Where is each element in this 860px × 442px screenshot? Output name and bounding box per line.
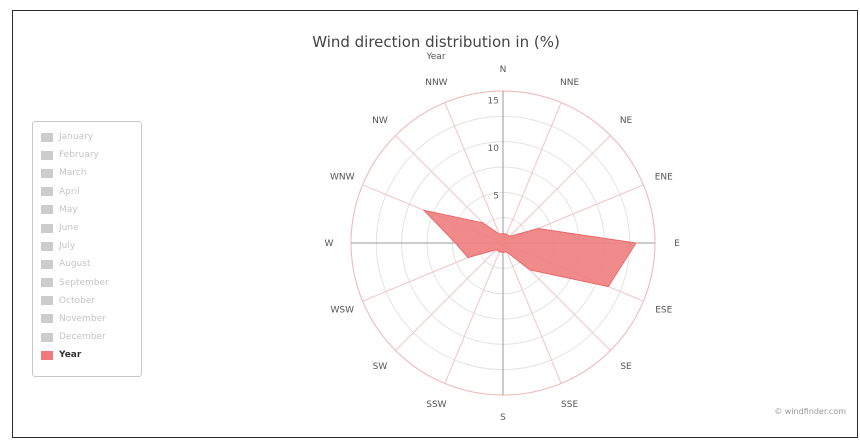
legend-label: September bbox=[59, 277, 109, 288]
legend-item-year[interactable]: Year bbox=[41, 346, 141, 364]
legend-item-november[interactable]: November bbox=[41, 310, 141, 328]
legend-swatch bbox=[41, 350, 53, 360]
legend-swatch bbox=[41, 150, 53, 160]
direction-label-nnw: NNW bbox=[425, 78, 447, 88]
direction-label-ssw: SSW bbox=[426, 400, 446, 410]
direction-label-nw: NW bbox=[372, 116, 388, 126]
legend-item-september[interactable]: September bbox=[41, 274, 141, 292]
spoke-line bbox=[502, 102, 562, 244]
radial-tick-label: 5 bbox=[493, 192, 499, 202]
legend-swatch bbox=[41, 278, 53, 288]
legend-item-march[interactable]: March bbox=[41, 164, 141, 182]
legend-label: May bbox=[59, 204, 78, 215]
legend-item-april[interactable]: April bbox=[41, 183, 141, 201]
chart-title: Wind direction distribution in (%) bbox=[312, 33, 560, 51]
direction-label-se: SE bbox=[620, 362, 632, 372]
legend-label: August bbox=[59, 259, 91, 270]
direction-label-ne: NE bbox=[620, 116, 633, 126]
legend-label: October bbox=[59, 295, 96, 306]
spoke-line bbox=[502, 135, 611, 244]
legend-label: December bbox=[59, 332, 106, 343]
legend-label: June bbox=[59, 223, 79, 234]
legend-swatch bbox=[41, 187, 53, 197]
legend-label: April bbox=[59, 186, 80, 197]
legend-swatch bbox=[41, 205, 53, 215]
legend-label: March bbox=[59, 168, 87, 179]
legend-item-october[interactable]: October bbox=[41, 292, 141, 310]
legend-swatch bbox=[41, 259, 53, 269]
spoke-line bbox=[395, 242, 504, 351]
direction-label-sse: SSE bbox=[561, 400, 578, 410]
direction-label-ene: ENE bbox=[655, 172, 673, 182]
direction-label-nne: NNE bbox=[560, 78, 579, 88]
direction-label-s: S bbox=[500, 413, 506, 423]
chart-subtitle: Year bbox=[426, 52, 446, 62]
spoke-line bbox=[502, 242, 562, 384]
direction-label-wsw: WSW bbox=[330, 306, 354, 316]
direction-label-w: W bbox=[325, 239, 334, 249]
legend-swatch bbox=[41, 296, 53, 306]
spoke-line bbox=[444, 102, 504, 244]
credit-text: © windfinder.com bbox=[774, 407, 846, 416]
series-year-area bbox=[422, 209, 637, 288]
legend-label: February bbox=[59, 150, 99, 161]
direction-label-wnw: WNW bbox=[330, 172, 355, 182]
direction-label-n: N bbox=[500, 65, 507, 75]
legend-swatch bbox=[41, 332, 53, 342]
legend-item-june[interactable]: June bbox=[41, 219, 141, 237]
radial-tick-label: 15 bbox=[488, 97, 499, 107]
legend-swatch bbox=[41, 168, 53, 178]
direction-label-ese: ESE bbox=[655, 306, 672, 316]
legend-item-january[interactable]: January bbox=[41, 128, 141, 146]
legend-label: January bbox=[59, 132, 94, 143]
legend-label: Year bbox=[59, 350, 82, 361]
direction-label-sw: SW bbox=[373, 362, 388, 372]
legend-swatch bbox=[41, 223, 53, 233]
direction-label-e: E bbox=[674, 239, 680, 249]
legend-item-february[interactable]: February bbox=[41, 146, 141, 164]
month-legend: January February March April May June July Augu… bbox=[32, 121, 142, 377]
legend-label: November bbox=[59, 313, 106, 324]
legend-item-may[interactable]: May bbox=[41, 201, 141, 219]
legend-swatch bbox=[41, 241, 53, 251]
legend-swatch bbox=[41, 314, 53, 324]
spoke-line bbox=[444, 242, 504, 384]
legend-item-december[interactable]: December bbox=[41, 328, 141, 346]
legend-label: July bbox=[59, 241, 76, 252]
chart-frame: Wind direction distribution in (%) Year bbox=[12, 10, 858, 438]
legend-item-august[interactable]: August bbox=[41, 255, 141, 273]
legend-item-july[interactable]: July bbox=[41, 237, 141, 255]
radial-tick-label: 10 bbox=[488, 144, 500, 154]
legend-swatch bbox=[41, 132, 53, 142]
